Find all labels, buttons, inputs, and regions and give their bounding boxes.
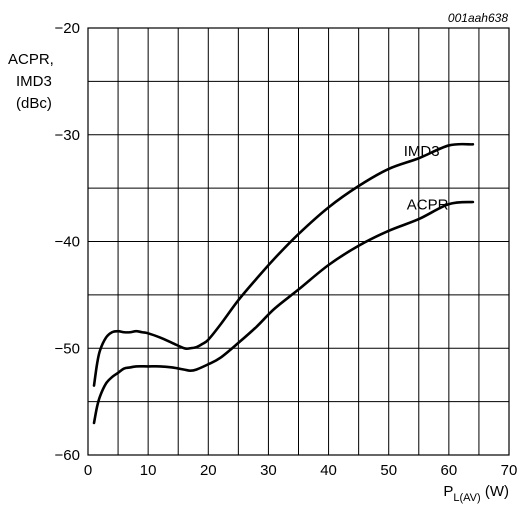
- series-line-imd3: [92, 142, 475, 387]
- y-tick-label: −30: [55, 127, 80, 144]
- x-tick-label: 10: [140, 462, 157, 479]
- x-tick-label: 40: [320, 462, 337, 479]
- x-tick-label: 60: [441, 462, 458, 479]
- y-axis-label: ACPR, IMD3 (dBc): [8, 51, 54, 112]
- plot-frame: [87, 27, 510, 456]
- x-tick-label: 70: [501, 462, 518, 479]
- y-tick-label: −20: [55, 20, 80, 37]
- y-tick-label: −50: [55, 340, 80, 357]
- x-axis-label-subscript: L(AV): [453, 492, 480, 504]
- x-axis-label-main: P: [443, 483, 453, 500]
- series-group: [92, 142, 475, 425]
- y-axis-label-line-1: ACPR,: [8, 51, 54, 68]
- series-label-imd3: IMD3: [404, 143, 440, 160]
- y-tick-label: −60: [55, 447, 80, 464]
- series-line-acpr: [92, 200, 475, 425]
- annotations: IMD3 ACPR: [404, 143, 449, 213]
- x-tick-label: 30: [260, 462, 277, 479]
- y-axis-label-line-2: IMD3: [16, 73, 52, 90]
- grid: [87, 27, 510, 456]
- x-axis-label: PL(AV) (W): [443, 483, 509, 504]
- y-tick-label: −40: [55, 234, 80, 251]
- figure-id: 001aah638: [448, 11, 508, 25]
- x-axis-label-unit: (W): [481, 483, 509, 500]
- series-label-acpr: ACPR: [407, 196, 449, 213]
- x-tick-label: 50: [380, 462, 397, 479]
- x-tick-label: 0: [84, 462, 92, 479]
- y-axis-label-line-3: (dBc): [16, 95, 52, 112]
- x-tick-label: 20: [200, 462, 217, 479]
- tick-labels: 0 10 20 30 40 50 60 70 −60 −50 −40 −30 −20: [55, 20, 518, 479]
